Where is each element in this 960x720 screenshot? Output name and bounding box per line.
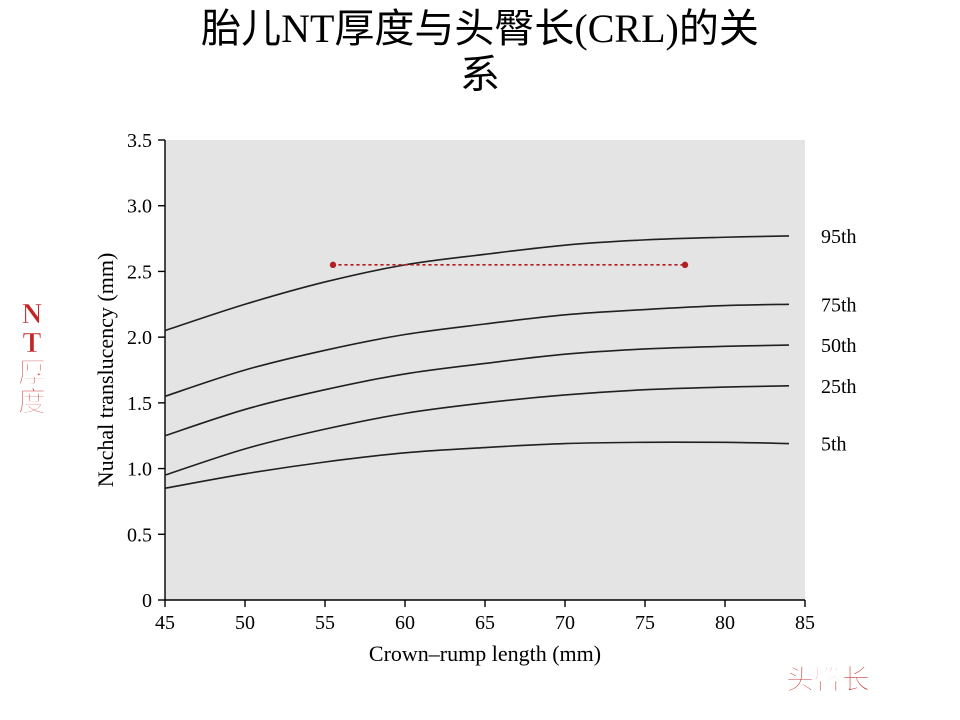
series-label-25th: 25th [821,376,857,398]
series-label-5th: 5th [821,434,847,456]
y-tick-label: 2.5 [127,261,152,283]
y-tick-label: 2.0 [127,327,152,349]
y-tick-label: 3.5 [127,130,152,152]
y-axis-label: Nuchal translucency (mm) [93,253,118,488]
y-tick-label: 1.0 [127,459,152,481]
chart: 45 50 55 60 65 70 75 80 85 0 0.5 1.0 1.5 2.0 2.5 3.0 3.5… [85,130,915,690]
y-tick-label: 1.5 [127,393,152,415]
plot-area [165,140,805,600]
x-tick-label: 55 [315,612,335,634]
x-tick-label: 45 [155,612,175,634]
y-axis-label-cn: NT厚度 [12,300,52,418]
x-tick-label: 65 [475,612,495,634]
x-tick-label: 60 [395,612,415,634]
page: { "title": "胎儿NT厚度与头臀长(CRL)的关\n系", "titl… [0,0,960,720]
x-tick-label: 75 [635,612,655,634]
series-label-50th: 50th [821,335,857,357]
x-axis-label: Crown–rump length (mm) [369,641,601,666]
x-tick-label: 50 [235,612,255,634]
x-tick-label: 85 [795,612,815,634]
y-tick-label: 0.5 [127,524,152,546]
reference-dot-left [330,262,336,268]
series-label-95th: 95th [821,226,857,248]
x-tick-label: 70 [555,612,575,634]
y-tick-label: 0 [142,590,152,612]
y-tick-label: 3.0 [127,196,152,218]
x-tick-label: 80 [715,612,735,634]
chart-svg: 45 50 55 60 65 70 75 80 85 0 0.5 1.0 1.5 2.0 2.5 3.0 3.5… [85,130,915,690]
page-title: 胎儿NT厚度与头臀长(CRL)的关 系 [0,6,960,98]
series-label-75th: 75th [821,294,857,316]
reference-dot-right [682,262,688,268]
